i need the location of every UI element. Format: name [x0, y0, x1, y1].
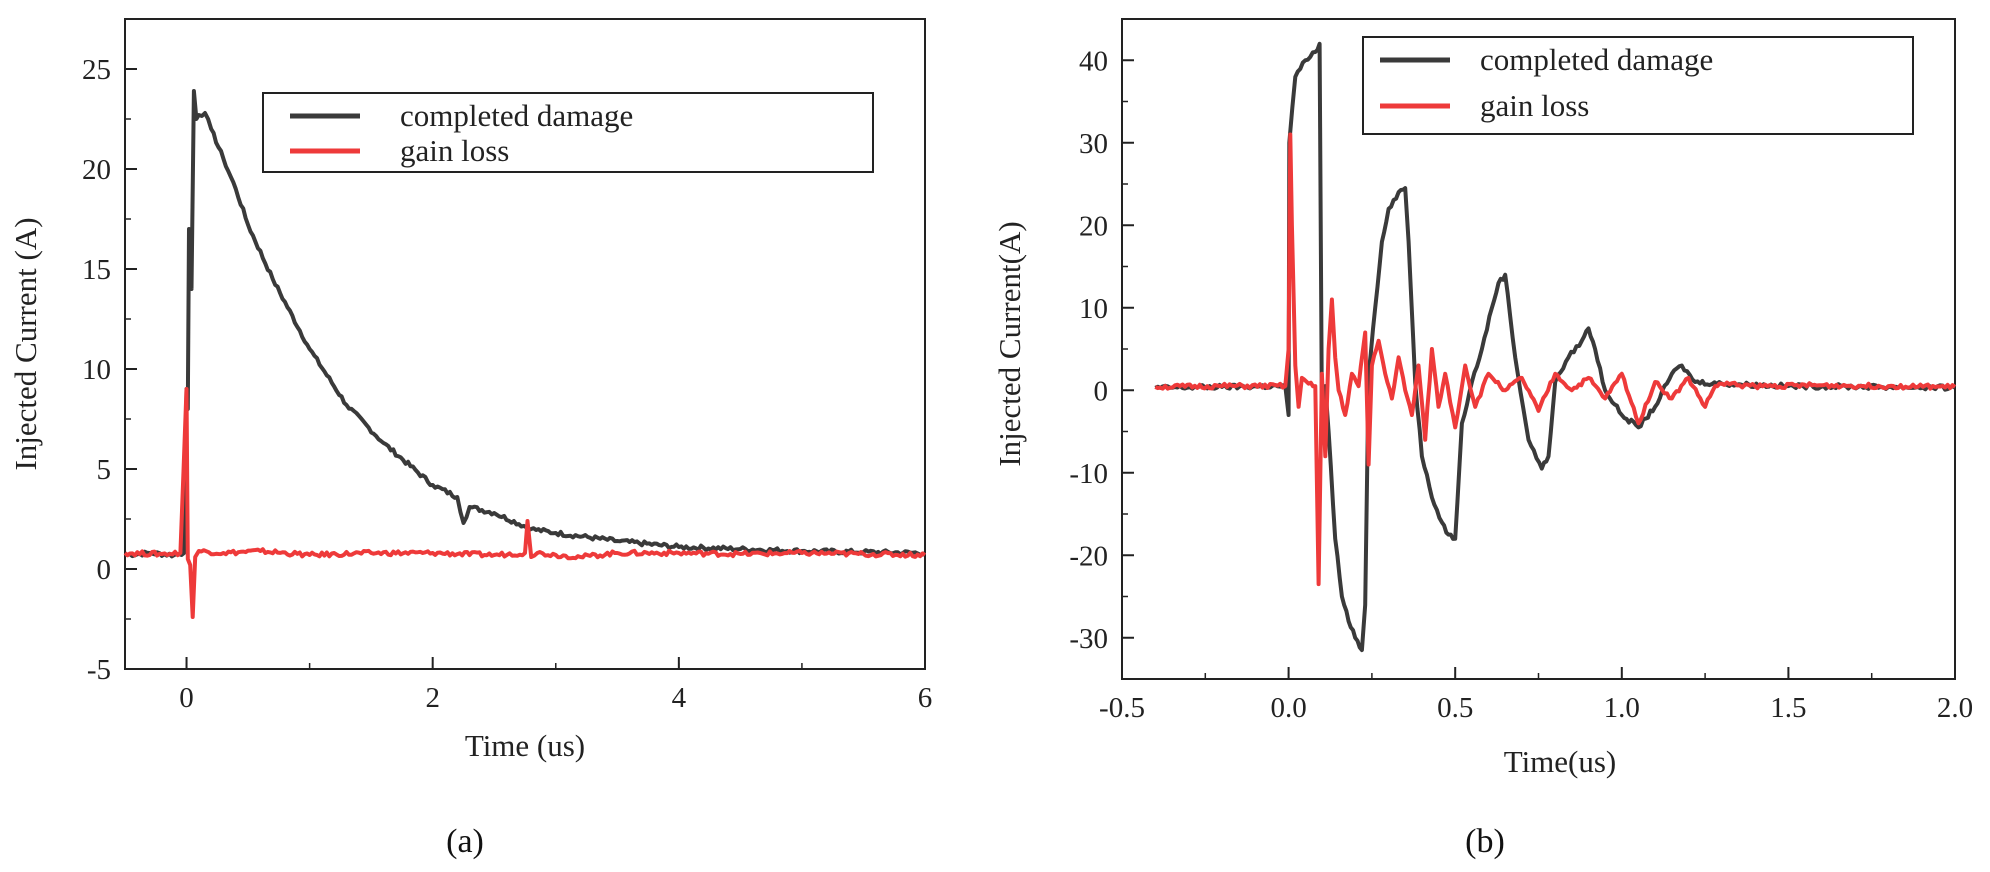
chart-panel-b: -30 -20 -10 0 10 20 30 40 -0.5 0.0 0.5 1.0 1.5 2.0 co… — [992, 18, 1973, 860]
x-tick-label-a-1: 2 — [425, 682, 440, 714]
y-tick-label-a-1: 0 — [97, 554, 112, 586]
y-tick-label-b-2: -10 — [1069, 458, 1108, 490]
x-tick-label-a-3: 6 — [918, 682, 933, 714]
y-axis-title-a: Injected Current (A) — [8, 217, 43, 470]
series-line-a-gain-loss — [123, 387, 927, 619]
y-tick-label-b-1: -20 — [1069, 540, 1108, 572]
y-tick-label-a-3: 10 — [82, 354, 111, 386]
series-line-b-completed-damage — [1154, 41, 1957, 653]
y-tick-label-b-4: 10 — [1079, 293, 1108, 325]
series-line-b-gain-loss — [1154, 132, 1957, 587]
x-tick-label-b-5: 2.0 — [1937, 692, 1973, 724]
x-tick-label-a-2: 4 — [672, 682, 687, 714]
legend-label-gain-loss: gain loss — [400, 133, 509, 168]
y-tick-label-a-5: 20 — [82, 154, 111, 186]
y-tick-label-a-6: 25 — [82, 54, 111, 86]
x-tick-label-b-2: 0.5 — [1437, 692, 1473, 724]
y-tick-label-b-5: 20 — [1079, 210, 1108, 242]
series-lines-a — [123, 89, 927, 619]
tick-marks-a: -5 0 5 10 15 20 25 0 2 4 6 — [82, 54, 932, 714]
y-tick-label-a-2: 5 — [97, 454, 112, 486]
legend-a: completed damage gain loss — [262, 92, 874, 173]
x-tick-label-b-3: 1.0 — [1604, 692, 1640, 724]
caption-b: (b) — [1465, 823, 1505, 860]
tick-marks-b: -30 -20 -10 0 10 20 30 40 -0.5 0.0 0.5 1.0 1.5 2.0 — [1069, 45, 1973, 724]
y-tick-label-b-6: 30 — [1079, 128, 1108, 160]
y-tick-label-b-0: -30 — [1069, 623, 1108, 655]
x-tick-label-a-0: 0 — [179, 682, 194, 714]
chart-panel-a: -5 0 5 10 15 20 25 0 2 4 6 completed damage gain l… — [8, 18, 932, 860]
y-tick-label-b-7: 40 — [1079, 45, 1108, 77]
y-tick-label-b-3: 0 — [1094, 375, 1109, 407]
x-tick-label-b-1: 0.0 — [1270, 692, 1306, 724]
x-tick-label-b-0: -0.5 — [1099, 692, 1145, 724]
series-lines-b — [1154, 41, 1957, 653]
x-axis-title-b: Time(us) — [1504, 744, 1617, 779]
plot-frame-a — [124, 18, 926, 670]
x-tick-label-b-4: 1.5 — [1770, 692, 1806, 724]
caption-a: (a) — [446, 823, 484, 860]
legend-label-gain-loss-b: gain loss — [1480, 88, 1589, 123]
legend-box-b — [1362, 36, 1914, 135]
y-tick-label-a-0: -5 — [87, 654, 111, 686]
y-axis-title-b: Injected Current(A) — [992, 221, 1027, 466]
y-tick-label-a-4: 15 — [82, 254, 111, 286]
x-axis-title-a: Time (us) — [465, 728, 585, 763]
legend-label-completed-damage-b: completed damage — [1480, 42, 1713, 77]
legend-label-completed-damage: completed damage — [400, 98, 633, 133]
legend-b: completed damage gain loss — [1362, 36, 1914, 135]
legend-box-a — [262, 92, 874, 173]
